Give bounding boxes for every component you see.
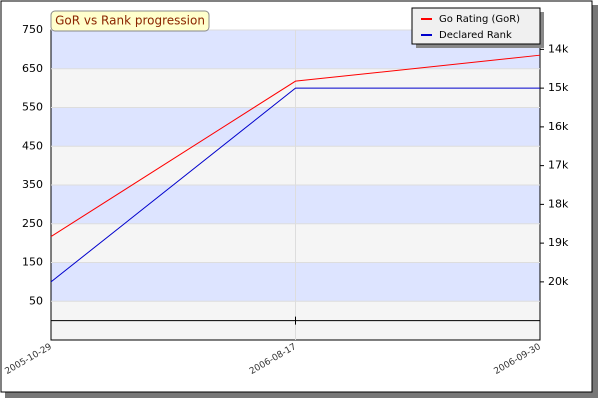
y2-tick-label: 14k (548, 42, 569, 55)
y-tick-label: 450 (22, 139, 43, 152)
y2-tick-label: 17k (548, 159, 569, 172)
y-tick-label: 750 (22, 23, 43, 36)
chart-title: GoR vs Rank progression (55, 14, 205, 28)
y2-tick-label: 15k (548, 81, 569, 94)
legend-label: Go Rating (GoR) (439, 14, 520, 25)
y-tick-label: 350 (22, 178, 43, 191)
y2-tick-label: 16k (548, 120, 569, 133)
series-line (50, 87, 540, 283)
legend-label: Declared Rank (439, 30, 512, 41)
y2-tick-label: 20k (548, 275, 569, 288)
y-tick-label: 550 (22, 101, 43, 114)
y2-tick-label: 18k (548, 197, 569, 210)
title-tab (50, 10, 210, 32)
series-line (50, 54, 541, 237)
y-tick-label: 150 (22, 256, 43, 269)
y-tick-label: 50 (29, 294, 43, 307)
y-tick-label: 650 (22, 62, 43, 75)
y-tick-label: 250 (22, 217, 43, 230)
y2-tick-label: 19k (548, 236, 569, 249)
legend (411, 7, 541, 45)
